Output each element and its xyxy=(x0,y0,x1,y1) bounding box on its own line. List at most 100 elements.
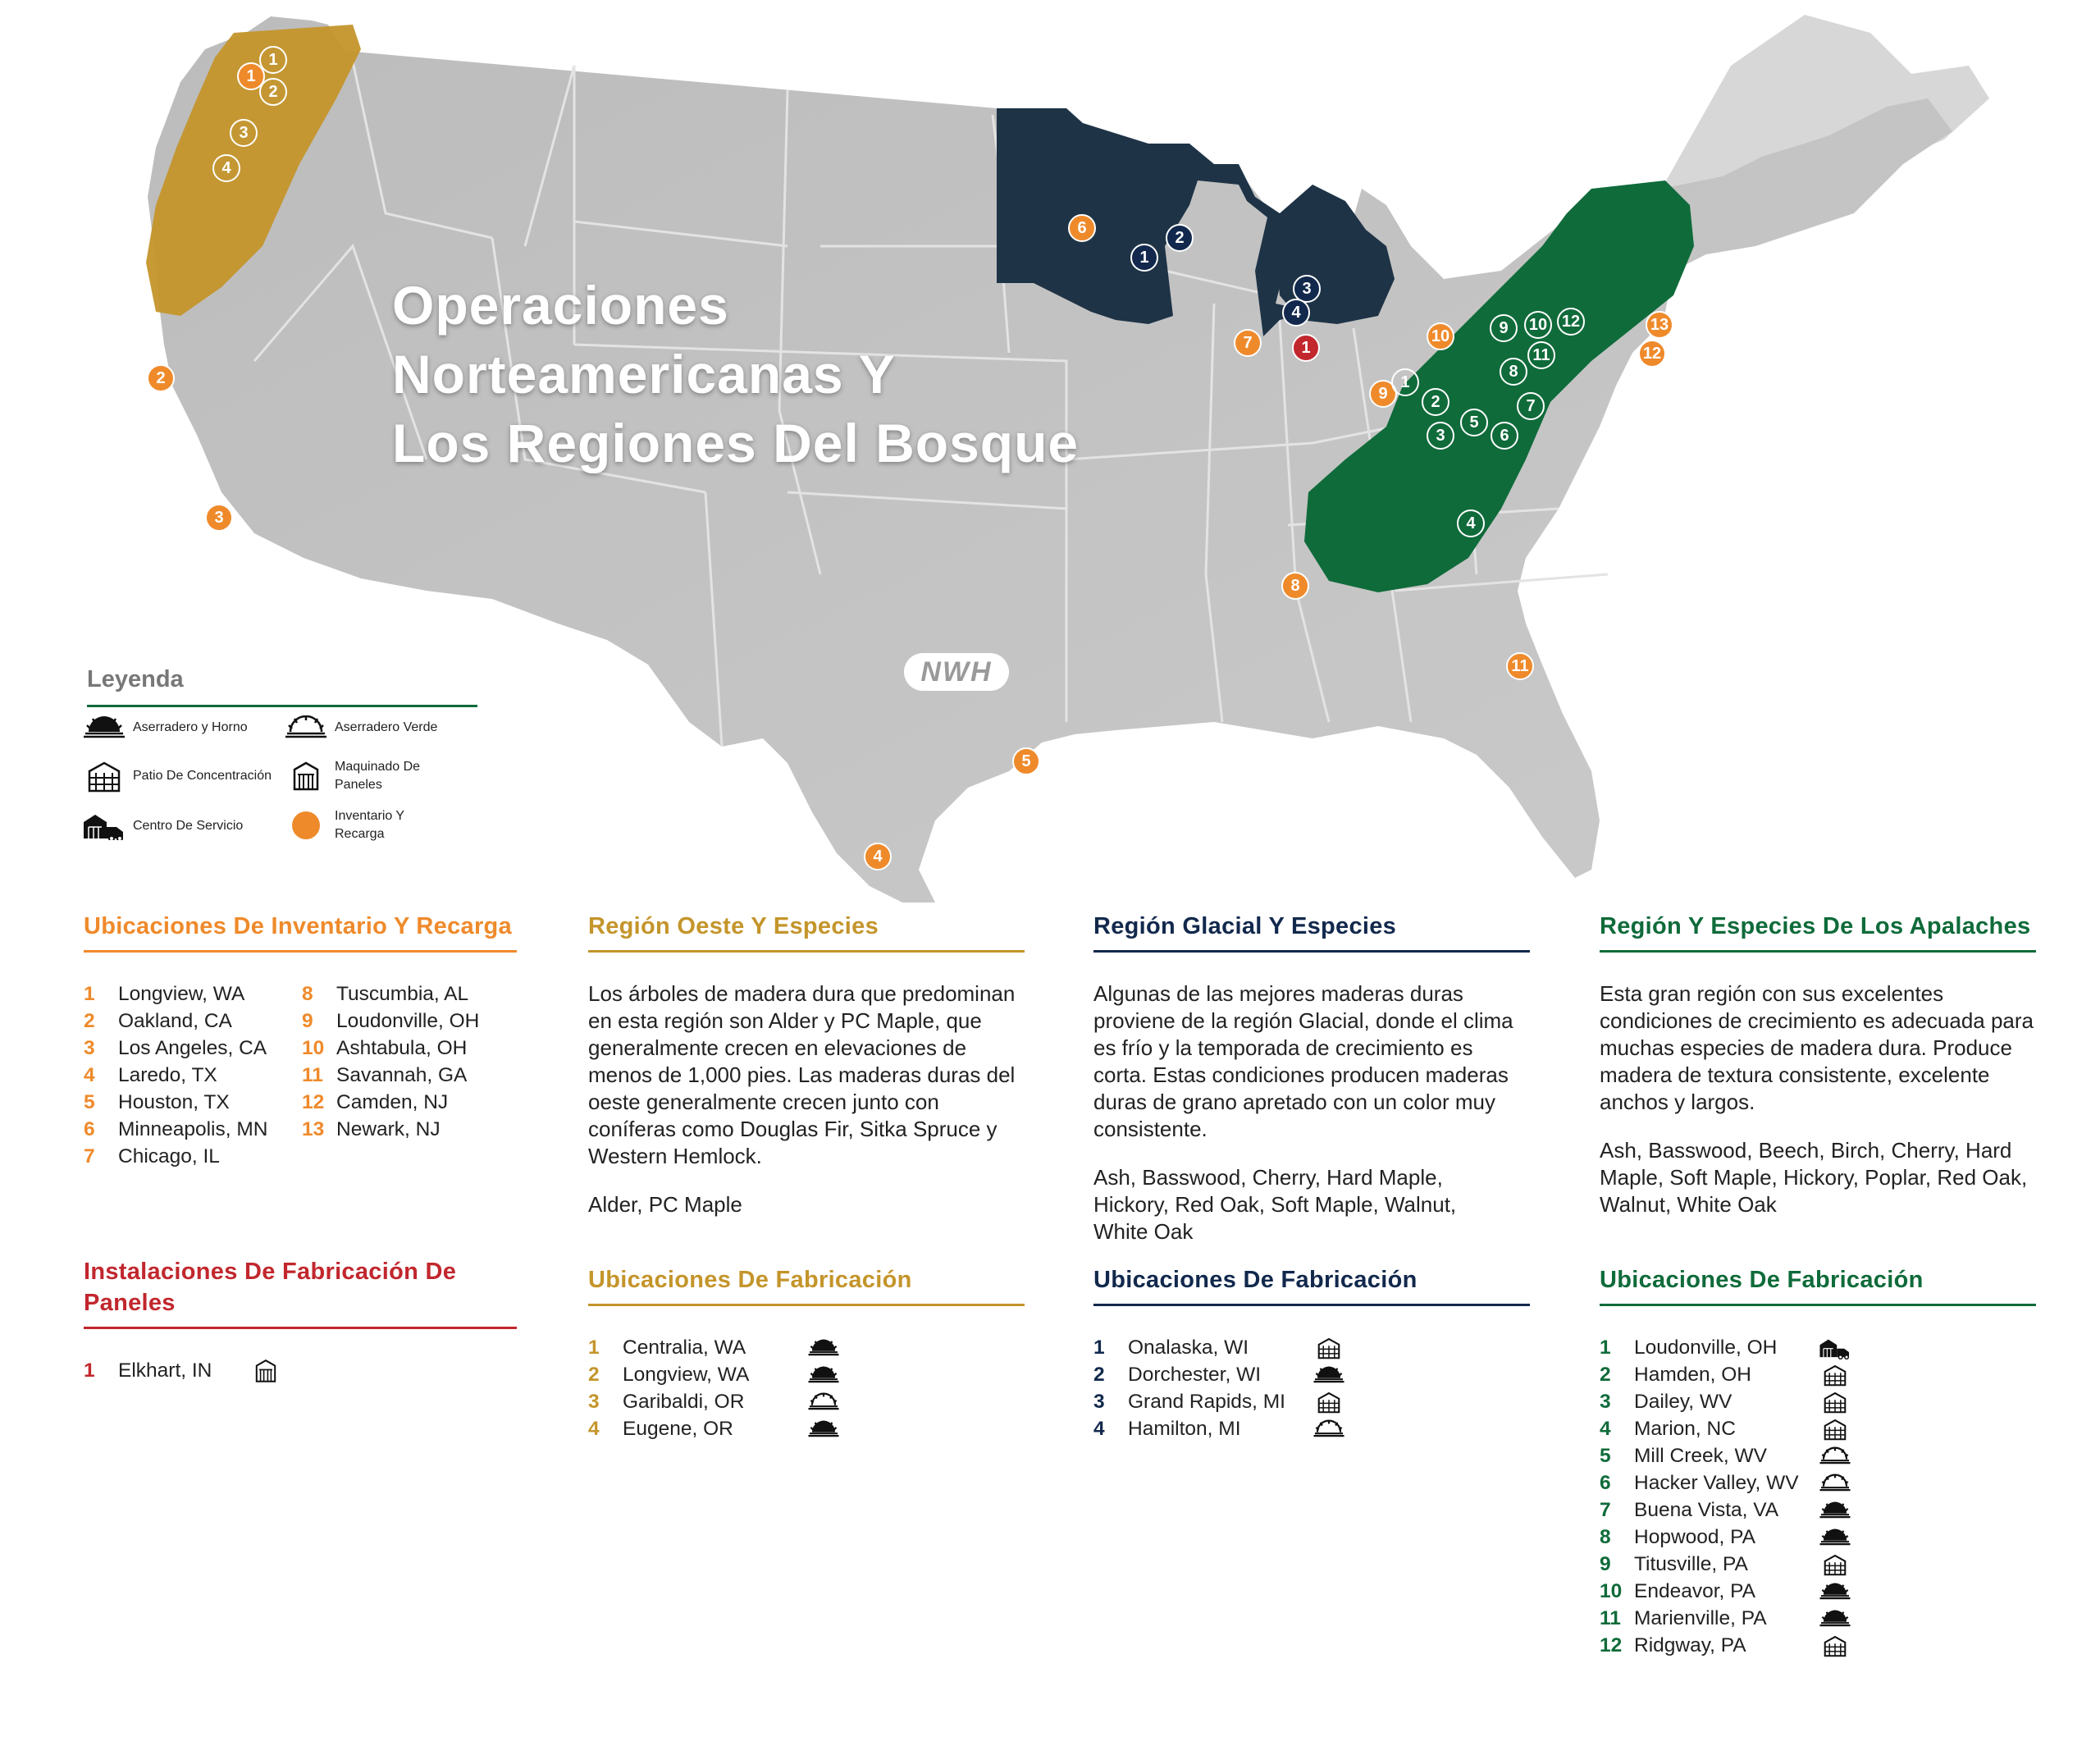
west-marker-4[interactable]: 4 xyxy=(212,154,240,182)
inventory-marker-9[interactable]: 9 xyxy=(1369,380,1397,408)
glacial-divider xyxy=(1093,950,1530,953)
item-number: 5 xyxy=(84,1091,95,1113)
legend-item-concentration-yard: Patio De Concentración xyxy=(82,760,279,793)
inventory-marker-6[interactable]: 6 xyxy=(1068,214,1096,242)
item-number: 12 xyxy=(302,1091,325,1113)
item-number: 11 xyxy=(1600,1607,1621,1629)
glacial-mfg-item: 4 Hamilton, MI xyxy=(1093,1415,1530,1442)
appalachian-marker-3[interactable]: 3 xyxy=(1427,422,1454,450)
inventory-marker-10[interactable]: 10 xyxy=(1427,322,1454,350)
green-sawmill-icon xyxy=(1819,1446,1851,1466)
item-name: Endeavor, PA xyxy=(1634,1580,1756,1602)
appalachian-marker-9[interactable]: 9 xyxy=(1490,314,1518,342)
service-center-icon xyxy=(1819,1336,1851,1359)
appalachian-marker-6[interactable]: 6 xyxy=(1491,422,1518,450)
item-number: 11 xyxy=(302,1064,323,1086)
legend-item-green-sawmill: Aserradero Verde xyxy=(284,715,437,740)
item-name: Hamden, OH xyxy=(1634,1364,1751,1386)
inventory-divider xyxy=(84,950,517,953)
appalachian-mfg-item: 4 Marion, NC xyxy=(1600,1415,2036,1442)
legend-item-inventory: Inventario Y Recarga xyxy=(284,807,464,843)
item-number: 4 xyxy=(1093,1418,1105,1440)
appalachian-marker-5[interactable]: 5 xyxy=(1460,409,1488,436)
panels-heading: Instalaciones De Fabricación De Paneles xyxy=(84,1259,457,1316)
sawmill-kiln-icon xyxy=(1312,1365,1345,1385)
item-name: Centralia, WA xyxy=(623,1336,746,1359)
glacial-marker-1[interactable]: 1 xyxy=(1130,244,1158,272)
inventory-column: Ubicaciones De Inventario Y Recarga 1 Lon… xyxy=(84,911,520,1384)
appalachian-mfg-item: 6 Hacker Valley, WV xyxy=(1600,1469,2036,1496)
west-mfg-item: 4 Eugene, OR xyxy=(588,1415,1025,1442)
glacial-mfg-item: 1 Onalaska, WI xyxy=(1093,1334,1530,1361)
inventory-marker-5[interactable]: 5 xyxy=(1012,747,1040,775)
west-mfg-item: 1 Centralia, WA xyxy=(588,1334,1025,1361)
concentration-yard-icon xyxy=(1819,1634,1851,1657)
legend-label-inventory: Inventario Y Recarga xyxy=(335,809,404,841)
west-heading: Región Oeste Y Especies xyxy=(588,913,879,939)
item-number: 10 xyxy=(1600,1580,1623,1602)
inventory-list-col-2: 8 Tuscumbia, AL 9 Loudonville, OH 10 Ashtab… xyxy=(302,980,520,1170)
inventory-marker-2[interactable]: 2 xyxy=(147,364,175,392)
glacial-mfg-heading: Ubicaciones De Fabricación xyxy=(1093,1267,1418,1293)
item-number: 6 xyxy=(84,1118,95,1140)
inventory-marker-11[interactable]: 11 xyxy=(1506,652,1534,680)
item-name: Houston, TX xyxy=(118,1091,230,1113)
appalachian-marker-8[interactable]: 8 xyxy=(1500,358,1527,386)
item-number: 13 xyxy=(302,1118,325,1140)
west-marker-3[interactable]: 3 xyxy=(230,119,258,147)
glacial-marker-4[interactable]: 4 xyxy=(1282,299,1310,327)
item-name: Laredo, TX xyxy=(118,1064,217,1086)
inventory-marker-7[interactable]: 7 xyxy=(1234,329,1262,357)
item-name: Marienville, PA xyxy=(1634,1607,1767,1629)
west-marker-2[interactable]: 2 xyxy=(259,78,287,106)
concentration-yard-icon xyxy=(1819,1391,1851,1414)
item-name: Savannah, GA xyxy=(336,1064,468,1086)
glacial-marker-3[interactable]: 3 xyxy=(1293,275,1321,303)
panel-marker-1[interactable]: 1 xyxy=(1292,334,1320,362)
map-title: Operaciones Norteamericanas Y Los Region… xyxy=(392,271,1079,477)
appalachian-marker-12[interactable]: 12 xyxy=(1557,308,1585,336)
appalachian-marker-2[interactable]: 2 xyxy=(1422,388,1449,416)
west-mfg-item: 3 Garibaldi, OR xyxy=(588,1388,1025,1415)
item-number: 2 xyxy=(1600,1364,1611,1386)
appalachian-mfg-item: 5 Mill Creek, WV xyxy=(1600,1442,2036,1469)
appalachian-mfg-item: 12 Ridgway, PA xyxy=(1600,1632,2036,1659)
nwh-logo: NWH xyxy=(904,653,1009,691)
item-number: 12 xyxy=(1600,1634,1623,1656)
inventory-marker-3[interactable]: 3 xyxy=(205,504,233,532)
west-description: Los árboles de madera dura que predomina… xyxy=(588,981,1016,1168)
west-mfg-divider xyxy=(588,1304,1025,1306)
inventory-dot-icon xyxy=(284,809,328,842)
item-number: 2 xyxy=(588,1364,600,1386)
appalachian-mfg-item: 9 Titusville, PA xyxy=(1600,1551,2036,1578)
appalachian-marker-11[interactable]: 11 xyxy=(1527,341,1555,369)
appalachian-marker-7[interactable]: 7 xyxy=(1517,392,1545,420)
service-center-icon xyxy=(82,812,126,840)
legend-label-panel-machining: Maquinado De Paneles xyxy=(335,760,421,792)
item-name: Loudonville, OH xyxy=(1634,1336,1778,1359)
item-name: Los Angeles, CA xyxy=(118,1037,267,1059)
item-number: 3 xyxy=(84,1037,95,1059)
west-divider xyxy=(588,950,1025,953)
inventory-marker-8[interactable]: 8 xyxy=(1281,572,1309,600)
item-name: Newark, NJ xyxy=(336,1118,441,1140)
glacial-mfg-item: 3 Grand Rapids, MI xyxy=(1093,1388,1530,1415)
glacial-marker-2[interactable]: 2 xyxy=(1166,224,1194,252)
inventory-item: 8 Tuscumbia, AL xyxy=(302,980,520,1008)
appalachian-marker-10[interactable]: 10 xyxy=(1524,311,1552,339)
item-number: 7 xyxy=(1600,1499,1611,1521)
map-legend: Leyenda xyxy=(87,666,481,707)
item-number: 8 xyxy=(302,983,313,1005)
appalachian-marker-1[interactable]: 1 xyxy=(1391,368,1419,396)
item-name: Minneapolis, MN xyxy=(118,1118,268,1140)
appalachian-marker-4[interactable]: 4 xyxy=(1457,509,1485,537)
item-number: 4 xyxy=(588,1418,600,1440)
concentration-yard-icon xyxy=(1819,1418,1851,1441)
concentration-yard-icon xyxy=(1819,1553,1851,1576)
panel-machining-icon xyxy=(249,1358,282,1384)
inventory-marker-13[interactable]: 13 xyxy=(1646,311,1673,339)
inventory-marker-12[interactable]: 12 xyxy=(1638,340,1666,368)
glacial-mfg-item: 2 Dorchester, WI xyxy=(1093,1361,1530,1388)
inventory-marker-4[interactable]: 4 xyxy=(864,843,892,870)
west-marker-1[interactable]: 1 xyxy=(259,46,287,74)
